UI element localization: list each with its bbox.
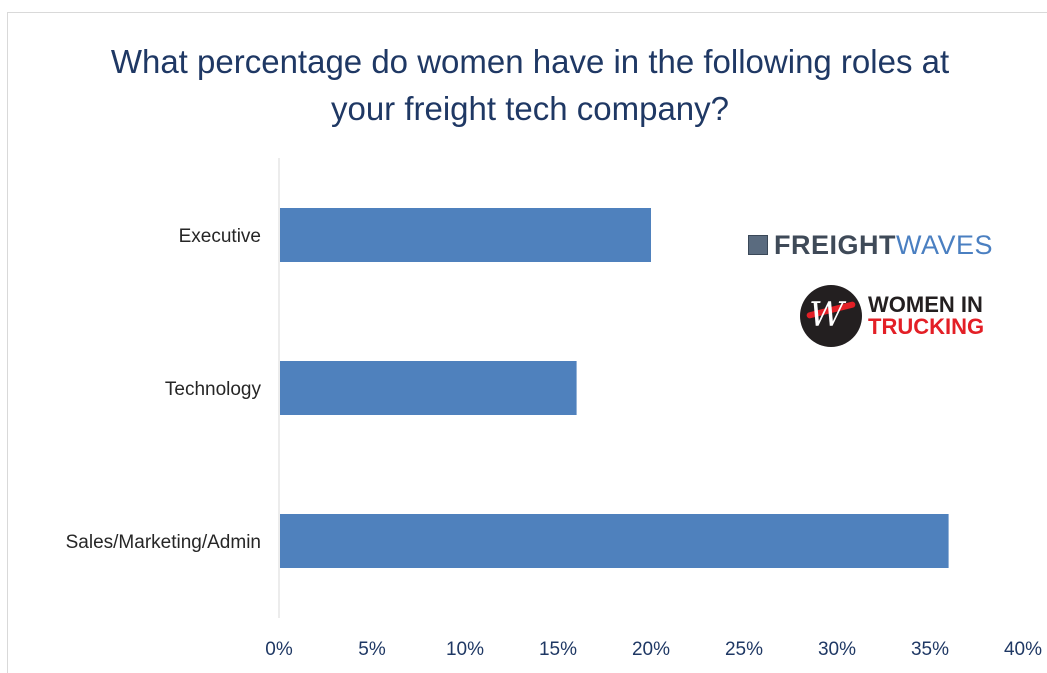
bars-layer [280,208,949,568]
x-tick-label: 25% [725,639,763,660]
x-tick-label: 0% [265,639,293,660]
wit-line-2: TRUCKING [868,314,985,339]
freightwaves-mark-icon [748,235,768,255]
freightwaves-word-2: WAVES [896,230,994,260]
category-label: Executive [179,226,261,247]
freightwaves-word-1: FREIGHT [774,230,896,260]
tick-labels: 0% 5% 10% 15% 20% 25% 30% 35% 40% [265,639,1042,660]
x-tick-label: 5% [358,639,386,660]
category-labels: Executive Technology Sales/Marketing/Admin [66,226,262,553]
bar-executive [280,208,651,262]
category-label: Technology [165,379,262,400]
chart-frame [7,12,1047,673]
x-tick-label: 15% [539,639,577,660]
x-tick-label: 10% [446,639,484,660]
women-in-trucking-emblem-icon: W [800,285,862,347]
women-in-trucking-logo: W WOMEN IN TRUCKING [800,285,984,347]
bar-sales-marketing-admin [280,514,949,568]
x-tick-label: 20% [632,639,670,660]
x-tick-label: 35% [911,639,949,660]
x-tick-label: 30% [818,639,856,660]
category-label: Sales/Marketing/Admin [66,532,261,553]
x-tick-label: 40% [1004,639,1042,660]
bar-technology [280,361,577,415]
chart-title: What percentage do women have in the fol… [110,43,950,127]
wit-line-1: WOMEN IN [868,292,983,317]
freightwaves-logo: FREIGHT WAVES [748,230,993,260]
